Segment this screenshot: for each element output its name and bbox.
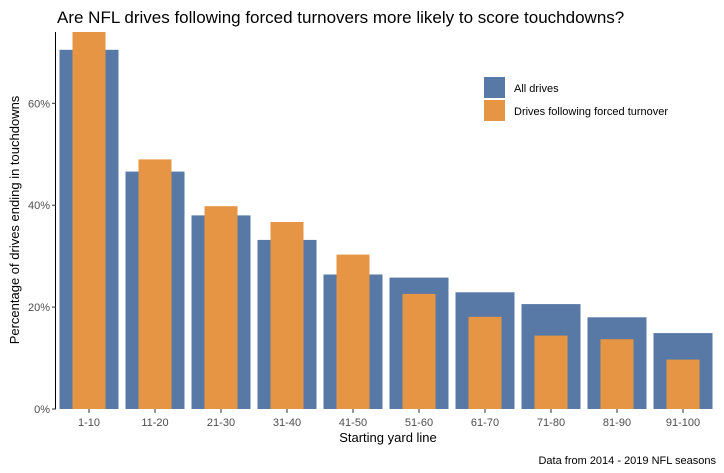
- bar-turnover-drives-61-70: [468, 316, 502, 409]
- x-tick-label: 81-90: [603, 417, 631, 429]
- bar-turnover-drives-31-40: [270, 222, 304, 409]
- x-axis-ticks: 1-10 11-20 21-30 31-40 41-50 51-60 61-70 71-80 8…: [78, 409, 700, 429]
- x-axis-title: Starting yard line: [339, 430, 437, 445]
- caption: Data from 2014 - 2019 NFL seasons: [538, 455, 716, 467]
- y-axis-title: Percentage of drives ending in touchdown…: [7, 95, 22, 344]
- y-tick-label: 60%: [28, 98, 50, 110]
- x-tick-label: 11-20: [141, 417, 168, 429]
- legend: All drives Drives following forced turnov…: [484, 77, 668, 121]
- bar-turnover-drives-71-80: [534, 335, 568, 409]
- x-tick-label: 31-40: [273, 417, 301, 429]
- legend-label-all-drives: All drives: [514, 83, 559, 95]
- y-tick-label: 0%: [34, 404, 50, 416]
- y-tick-label: 40%: [28, 200, 50, 212]
- bar-turnover-drives-41-50: [336, 254, 370, 409]
- bar-turnover-drives-21-30: [204, 206, 238, 409]
- bar-turnover-drives-81-90: [600, 339, 634, 409]
- bar-turnover-drives-51-60: [402, 293, 436, 409]
- x-tick-label: 91-100: [666, 417, 700, 429]
- bar-turnover-drives-1-10: [72, 32, 106, 409]
- y-axis-ticks: 0% 20% 40% 60%: [28, 98, 56, 416]
- x-tick-label: 61-70: [471, 417, 499, 429]
- x-tick-label: 41-50: [339, 417, 367, 429]
- chart-title: Are NFL drives following forced turnover…: [57, 8, 624, 27]
- x-tick-label: 1-10: [78, 417, 100, 429]
- legend-swatch-turnover-drives: [484, 100, 505, 121]
- x-tick-label: 71-80: [537, 417, 565, 429]
- x-tick-label: 51-60: [405, 417, 433, 429]
- bar-turnover-drives-11-20: [138, 159, 172, 409]
- legend-label-turnover-drives: Drives following forced turnover: [514, 106, 668, 118]
- x-tick-label: 21-30: [207, 417, 235, 429]
- bar-turnover-drives-91-100: [666, 359, 700, 409]
- legend-swatch-all-drives: [484, 77, 505, 98]
- y-tick-label: 20%: [28, 302, 50, 314]
- bars-layer: [59, 32, 713, 410]
